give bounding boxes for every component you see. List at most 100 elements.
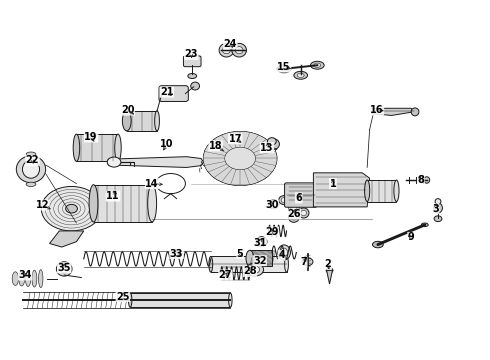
Ellipse shape (278, 245, 291, 260)
Circle shape (224, 147, 256, 170)
Ellipse shape (302, 258, 313, 266)
Text: 17: 17 (228, 134, 242, 144)
FancyBboxPatch shape (183, 56, 201, 67)
Ellipse shape (434, 203, 442, 213)
Circle shape (41, 186, 102, 231)
Text: 27: 27 (219, 270, 232, 280)
Text: 34: 34 (19, 270, 32, 280)
Ellipse shape (314, 63, 321, 67)
Ellipse shape (219, 43, 234, 57)
Ellipse shape (270, 202, 276, 207)
Ellipse shape (229, 293, 232, 307)
Ellipse shape (281, 248, 288, 257)
Text: 18: 18 (209, 141, 222, 151)
Text: 1: 1 (330, 179, 336, 189)
Ellipse shape (188, 73, 196, 78)
Ellipse shape (16, 156, 46, 183)
Text: 13: 13 (260, 143, 274, 153)
Ellipse shape (311, 61, 324, 69)
Ellipse shape (294, 71, 308, 79)
Text: 23: 23 (185, 49, 198, 59)
Ellipse shape (411, 108, 419, 116)
Ellipse shape (301, 210, 307, 216)
Text: 10: 10 (160, 139, 173, 149)
FancyBboxPatch shape (367, 180, 396, 202)
Ellipse shape (291, 206, 297, 211)
Circle shape (66, 204, 77, 213)
FancyBboxPatch shape (211, 256, 287, 272)
Ellipse shape (289, 212, 299, 222)
Ellipse shape (421, 223, 428, 226)
Ellipse shape (326, 268, 333, 273)
Ellipse shape (222, 46, 230, 54)
Ellipse shape (23, 160, 40, 178)
Ellipse shape (246, 250, 254, 266)
Ellipse shape (394, 180, 399, 202)
Ellipse shape (19, 271, 25, 286)
Text: 4: 4 (278, 250, 285, 260)
FancyBboxPatch shape (159, 86, 188, 102)
Text: 7: 7 (300, 257, 307, 267)
Ellipse shape (235, 46, 243, 54)
Ellipse shape (115, 134, 121, 161)
Text: 29: 29 (265, 227, 279, 237)
Text: 28: 28 (243, 266, 257, 276)
Text: 8: 8 (417, 175, 424, 185)
Ellipse shape (56, 262, 72, 276)
Ellipse shape (259, 239, 265, 244)
Text: 30: 30 (265, 200, 279, 210)
Text: 12: 12 (35, 200, 49, 210)
Text: 20: 20 (121, 105, 134, 115)
Ellipse shape (26, 182, 36, 186)
Ellipse shape (128, 293, 132, 307)
Ellipse shape (281, 67, 288, 71)
FancyBboxPatch shape (285, 183, 317, 207)
Text: 9: 9 (408, 232, 415, 242)
FancyBboxPatch shape (94, 185, 152, 222)
Text: 16: 16 (370, 105, 384, 115)
Ellipse shape (279, 195, 290, 204)
Ellipse shape (26, 152, 36, 156)
Ellipse shape (60, 265, 69, 273)
Text: 6: 6 (295, 193, 302, 203)
Ellipse shape (267, 139, 279, 149)
Text: 22: 22 (25, 155, 39, 165)
Circle shape (107, 157, 121, 167)
Ellipse shape (209, 256, 213, 272)
Ellipse shape (25, 271, 31, 287)
Text: 32: 32 (253, 256, 267, 266)
Ellipse shape (365, 180, 370, 202)
FancyBboxPatch shape (76, 134, 118, 161)
Bar (250, 250, 272, 266)
Polygon shape (372, 108, 414, 116)
Ellipse shape (289, 204, 299, 214)
Text: 2: 2 (325, 259, 331, 269)
Ellipse shape (32, 270, 37, 287)
Text: 33: 33 (170, 248, 183, 258)
Ellipse shape (285, 256, 289, 272)
Ellipse shape (155, 111, 159, 131)
Ellipse shape (281, 198, 287, 203)
Ellipse shape (277, 65, 291, 73)
FancyBboxPatch shape (130, 293, 230, 307)
Text: 14: 14 (146, 179, 159, 189)
Text: 19: 19 (84, 132, 98, 142)
Circle shape (250, 266, 260, 273)
Text: 3: 3 (432, 204, 439, 214)
Polygon shape (327, 270, 332, 284)
Ellipse shape (424, 177, 430, 183)
Ellipse shape (12, 272, 19, 285)
Text: 25: 25 (116, 292, 129, 302)
Ellipse shape (291, 215, 297, 220)
Polygon shape (49, 231, 84, 247)
Text: 26: 26 (287, 209, 300, 219)
Ellipse shape (147, 185, 157, 222)
FancyBboxPatch shape (127, 111, 157, 131)
Text: 5: 5 (237, 248, 244, 258)
Ellipse shape (297, 73, 304, 77)
Text: 11: 11 (106, 191, 120, 201)
Ellipse shape (268, 200, 279, 209)
Circle shape (246, 263, 264, 276)
Ellipse shape (122, 111, 131, 131)
Polygon shape (314, 173, 369, 207)
